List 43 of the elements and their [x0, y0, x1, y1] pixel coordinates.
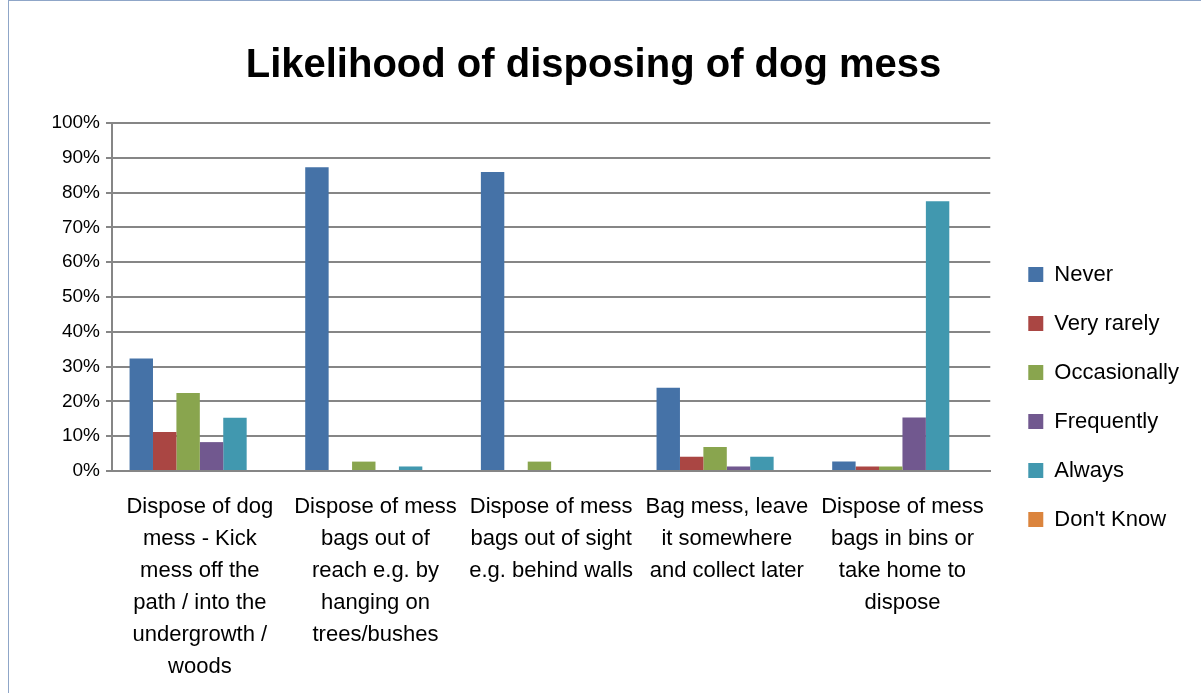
y-tick-label: 80% [61, 180, 101, 202]
x-tick-label: Dispose of mess bags out of sight e.g. behind walls [469, 493, 634, 582]
bar [199, 442, 224, 470]
bar [902, 417, 926, 470]
bar [527, 461, 552, 470]
legend-label: Don't Know [1054, 505, 1167, 531]
x-tick-label: Bag mess, leave it somewhere and collect later [645, 493, 809, 582]
x-tick-label: Dispose of mess bags in bins or take home to dispose [821, 493, 984, 614]
legend-label: Very rarely [1054, 309, 1160, 335]
bar [305, 167, 329, 470]
y-tick-label: 50% [61, 285, 101, 307]
bar [750, 456, 774, 470]
y-tick-label: 100% [51, 111, 101, 133]
bar [879, 466, 903, 470]
bar [726, 466, 751, 470]
x-tick-label: Dispose of dog mess - Kick mess off the path / into the undergrowth / woods [126, 493, 274, 678]
bar [832, 461, 856, 470]
y-tick-label: 10% [61, 424, 101, 446]
y-tick-label: 40% [61, 320, 101, 342]
bar [679, 456, 704, 470]
bar [223, 417, 247, 470]
bar [129, 358, 153, 470]
legend-label: Occasionally [1054, 358, 1179, 384]
bar [925, 201, 950, 470]
y-tick-label: 70% [61, 215, 101, 237]
legend-label: Frequently [1054, 407, 1159, 433]
x-tick-label: Dispose of mess bags out of reach e.g. by hanging on trees/bushes [294, 493, 457, 646]
y-tick-label: 30% [61, 354, 101, 376]
chart-title: Likelihood of disposing of dog mess [245, 41, 942, 86]
bar [480, 172, 505, 470]
bar [855, 466, 880, 470]
bar [152, 432, 177, 470]
bar [176, 393, 200, 470]
y-tick-label: 90% [61, 146, 101, 168]
legend-label: Never [1054, 260, 1113, 286]
y-tick-label: 0% [72, 459, 101, 481]
y-tick-label: 20% [61, 389, 101, 411]
y-tick-label: 60% [61, 250, 101, 272]
bar [352, 461, 376, 470]
bar [656, 387, 680, 470]
bar [398, 466, 423, 470]
bar [703, 446, 727, 470]
legend-label: Always [1054, 456, 1124, 482]
